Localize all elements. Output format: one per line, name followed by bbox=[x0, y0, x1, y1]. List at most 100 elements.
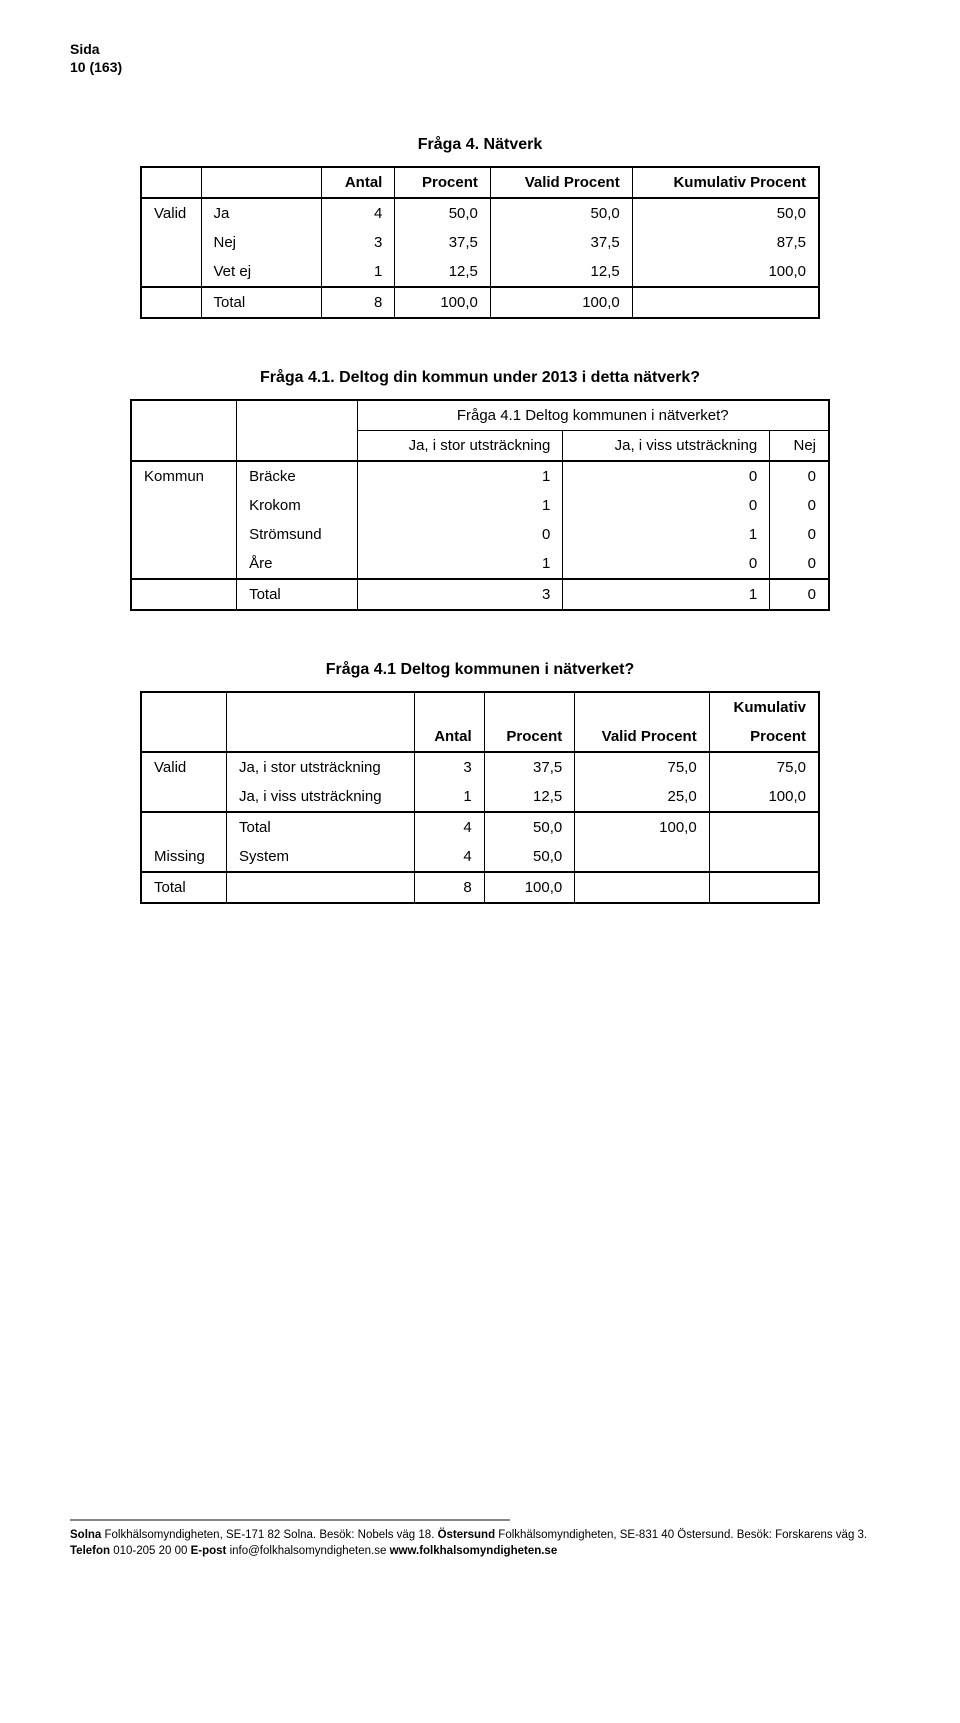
cell bbox=[141, 782, 227, 812]
table-row: Total 8 100,0 bbox=[141, 872, 819, 903]
cell bbox=[575, 842, 709, 872]
th bbox=[484, 692, 575, 722]
cell: 0 bbox=[770, 579, 829, 610]
cell: Strömsund bbox=[237, 520, 357, 549]
cell bbox=[632, 287, 819, 318]
cell: 100,0 bbox=[575, 812, 709, 842]
cell: 1 bbox=[357, 491, 563, 520]
cell: 37,5 bbox=[490, 228, 632, 257]
table-row: Valid Ja 4 50,0 50,0 50,0 bbox=[141, 198, 819, 228]
cell: 50,0 bbox=[484, 842, 575, 872]
table2-header-row2: Ja, i stor utsträckning Ja, i viss utstr… bbox=[131, 431, 829, 462]
footer-l1b: Folkhälsomyndigheten, SE-171 82 Solna. B… bbox=[105, 1529, 438, 1541]
cell: 50,0 bbox=[632, 198, 819, 228]
cell: 0 bbox=[563, 461, 770, 491]
cell: 100,0 bbox=[490, 287, 632, 318]
table-row: Åre 1 0 0 bbox=[131, 549, 829, 579]
cell: Ja, i stor utsträckning bbox=[227, 752, 415, 782]
cell: 1 bbox=[357, 461, 563, 491]
footer-l1d: Folkhälsomyndigheten, SE-831 40 Östersun… bbox=[498, 1529, 867, 1541]
th bbox=[141, 167, 201, 198]
cell: 0 bbox=[563, 549, 770, 579]
cell: 0 bbox=[357, 520, 563, 549]
cell: 4 bbox=[321, 198, 395, 228]
th: Ja, i viss utsträckning bbox=[563, 431, 770, 462]
table-row: Missing System 4 50,0 bbox=[141, 842, 819, 872]
th bbox=[131, 400, 237, 431]
table-row: Total 3 1 0 bbox=[131, 579, 829, 610]
th bbox=[227, 722, 415, 752]
cell: 1 bbox=[321, 257, 395, 287]
cell: Total bbox=[237, 579, 357, 610]
cell: 4 bbox=[414, 812, 484, 842]
th: Valid Procent bbox=[490, 167, 632, 198]
footer-l2c: E-post bbox=[191, 1545, 230, 1557]
th bbox=[237, 431, 357, 462]
table-row: Ja, i viss utsträckning 1 12,5 25,0 100,… bbox=[141, 782, 819, 812]
table-row: Krokom 1 0 0 bbox=[131, 491, 829, 520]
cell: 4 bbox=[414, 842, 484, 872]
cell: Total bbox=[227, 812, 415, 842]
cell: 87,5 bbox=[632, 228, 819, 257]
footer-l2b: 010-205 20 00 bbox=[113, 1545, 190, 1557]
cell: 75,0 bbox=[709, 752, 819, 782]
cell: 3 bbox=[414, 752, 484, 782]
page-footer: Solna Folkhälsomyndigheten, SE-171 82 So… bbox=[70, 1519, 890, 1560]
table3: Kumulativ Antal Procent Valid Procent Pr… bbox=[140, 691, 820, 904]
th bbox=[227, 692, 415, 722]
footer-separator bbox=[70, 1519, 510, 1521]
cell bbox=[131, 520, 237, 549]
cell: 100,0 bbox=[632, 257, 819, 287]
table3-header-row1: Kumulativ bbox=[141, 692, 819, 722]
th bbox=[575, 692, 709, 722]
cell bbox=[227, 872, 415, 903]
th: Kumulativ Procent bbox=[632, 167, 819, 198]
table-row: Strömsund 0 1 0 bbox=[131, 520, 829, 549]
table3-title: Fråga 4.1 Deltog kommunen i nätverket? bbox=[70, 661, 890, 679]
th: Procent bbox=[395, 167, 491, 198]
footer-l2e: www.folkhalsomyndigheten.se bbox=[390, 1545, 558, 1557]
table2-header-row1: Fråga 4.1 Deltog kommunen i nätverket? bbox=[131, 400, 829, 431]
page-header-l1: Sida bbox=[70, 40, 890, 58]
footer-l2d: info@folkhalsomyndigheten.se bbox=[230, 1545, 390, 1557]
cell: 37,5 bbox=[484, 752, 575, 782]
cell: 75,0 bbox=[575, 752, 709, 782]
cell: Total bbox=[201, 287, 321, 318]
cell bbox=[141, 257, 201, 287]
cell: 100,0 bbox=[484, 872, 575, 903]
table-row: Vet ej 1 12,5 12,5 100,0 bbox=[141, 257, 819, 287]
cell: Nej bbox=[201, 228, 321, 257]
table1: Antal Procent Valid Procent Kumulativ Pr… bbox=[140, 166, 820, 319]
th bbox=[201, 167, 321, 198]
table2-title: Fråga 4.1. Deltog din kommun under 2013 … bbox=[70, 369, 890, 387]
cell: 12,5 bbox=[490, 257, 632, 287]
cell: 50,0 bbox=[395, 198, 491, 228]
th bbox=[141, 722, 227, 752]
table2: Fråga 4.1 Deltog kommunen i nätverket? J… bbox=[130, 399, 830, 611]
cell bbox=[709, 842, 819, 872]
cell: Valid bbox=[141, 752, 227, 782]
th bbox=[414, 692, 484, 722]
cell: 0 bbox=[770, 461, 829, 491]
cell: Missing bbox=[141, 842, 227, 872]
cell: 50,0 bbox=[484, 812, 575, 842]
cell: Vet ej bbox=[201, 257, 321, 287]
cell bbox=[131, 579, 237, 610]
table3-header-row2: Antal Procent Valid Procent Procent bbox=[141, 722, 819, 752]
cell: 0 bbox=[770, 549, 829, 579]
cell: 3 bbox=[321, 228, 395, 257]
cell: Total bbox=[141, 872, 227, 903]
cell: 0 bbox=[770, 520, 829, 549]
footer-line2: Telefon 010-205 20 00 E-post info@folkha… bbox=[70, 1543, 890, 1560]
cell bbox=[141, 287, 201, 318]
cell bbox=[131, 491, 237, 520]
cell: 0 bbox=[770, 491, 829, 520]
table-row: Nej 3 37,5 37,5 87,5 bbox=[141, 228, 819, 257]
table-row: Kommun Bräcke 1 0 0 bbox=[131, 461, 829, 491]
cell: 8 bbox=[321, 287, 395, 318]
th: Procent bbox=[709, 722, 819, 752]
footer-l1a: Solna bbox=[70, 1529, 105, 1541]
cell: 12,5 bbox=[484, 782, 575, 812]
cell: 37,5 bbox=[395, 228, 491, 257]
cell: 12,5 bbox=[395, 257, 491, 287]
